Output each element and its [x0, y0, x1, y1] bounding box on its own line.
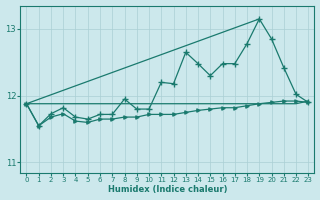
X-axis label: Humidex (Indice chaleur): Humidex (Indice chaleur) — [108, 185, 227, 194]
